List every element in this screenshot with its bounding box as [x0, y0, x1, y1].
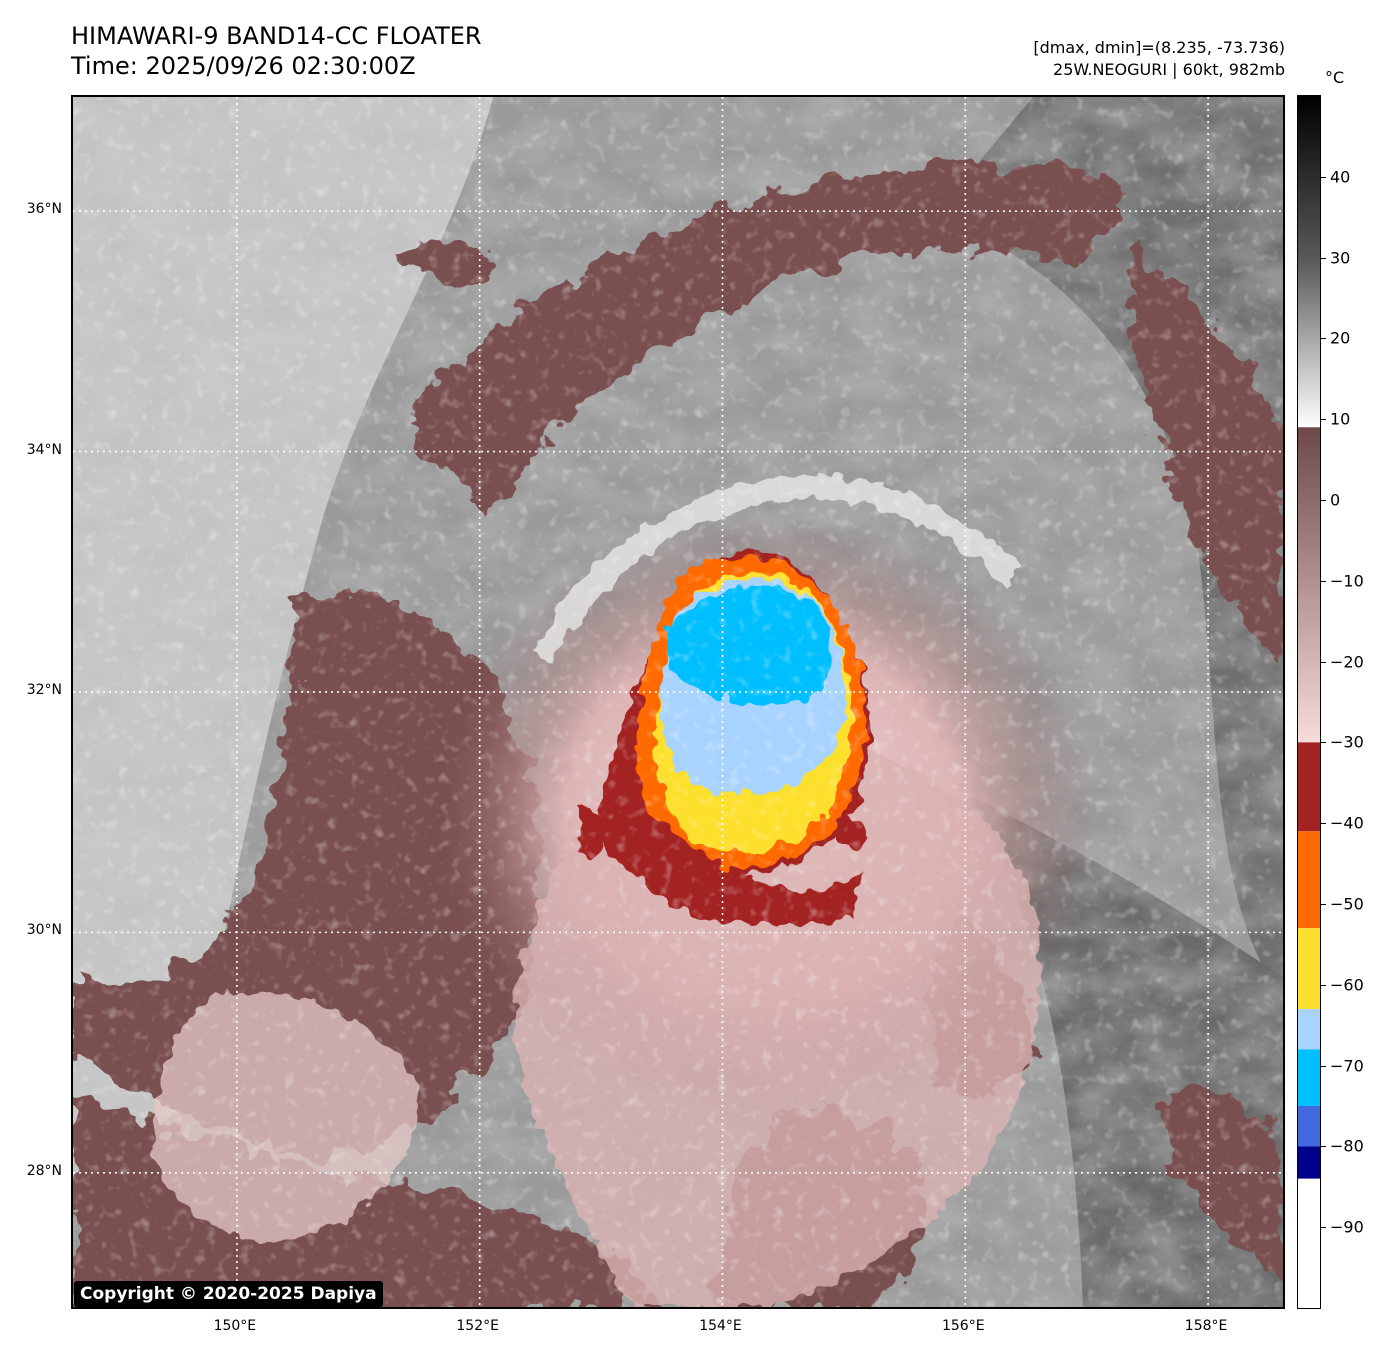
- colorbar-tickmark: [1321, 823, 1326, 825]
- colorbar-tick-minus60: −60: [1330, 975, 1364, 995]
- colorbar-royal-blue-band: [1298, 1106, 1320, 1147]
- colorbar-tickmark: [1321, 1146, 1326, 1148]
- colorbar-tick-minus50: −50: [1330, 894, 1364, 914]
- colorbar-tickmark: [1321, 500, 1326, 501]
- colorbar-gray-ramp: [1298, 96, 1320, 428]
- copyright-badge: Copyright © 2020-2025 Dapiya: [74, 1281, 383, 1307]
- colorbar-tickmark: [1321, 1227, 1326, 1229]
- noise-overlay: [73, 97, 1283, 1307]
- satellite-map: Copyright © 2020-2025 Dapiya: [71, 95, 1285, 1309]
- colorbar-unit: °C: [1325, 68, 1345, 87]
- colorbar-tickmark: [1321, 419, 1326, 421]
- satellite-imagery: [73, 97, 1283, 1307]
- lat-label-28: 28°N: [26, 1162, 62, 1179]
- colorbar-tickmark: [1321, 580, 1326, 582]
- data-range-text: [dmax, dmin]=(8.235, -73.736): [1033, 38, 1285, 57]
- colorbar-tickmark: [1321, 904, 1326, 905]
- colorbar-tickmark: [1321, 338, 1326, 340]
- colorbar-tick-10: 10: [1330, 409, 1351, 429]
- colorbar-tickmark: [1321, 984, 1326, 986]
- lon-label-152: 152°E: [456, 1318, 499, 1334]
- colorbar-tickmark: [1321, 742, 1326, 744]
- lon-label-158: 158°E: [1184, 1318, 1228, 1334]
- lon-label-156: 156°E: [941, 1318, 985, 1334]
- colorbar-brown-pink-ramp: [1298, 427, 1320, 743]
- colorbar-tickmark: [1321, 661, 1326, 663]
- colorbar-dark-red-band: [1298, 742, 1320, 832]
- colorbar-tickmark: [1321, 257, 1326, 259]
- storm-info-text: 25W.NEOGURI | 60kt, 982mb: [1053, 60, 1285, 79]
- colorbar-tick-minus20: −20: [1330, 652, 1364, 672]
- colorbar-tick-0: 0: [1330, 490, 1341, 510]
- colorbar-cold-white-band: [1298, 1178, 1320, 1308]
- colorbar-tick-minus40: −40: [1330, 813, 1364, 833]
- colorbar-yellow-band: [1298, 928, 1320, 1010]
- colorbar-tick-minus30: −30: [1330, 732, 1364, 752]
- colorbar-tick-40: 40: [1330, 167, 1351, 187]
- lat-label-32: 32°N: [26, 681, 62, 698]
- colorbar-orange-band: [1298, 831, 1320, 929]
- colorbar-light-blue-band: [1298, 1009, 1320, 1050]
- colorbar-gradient: [1298, 96, 1320, 1308]
- colorbar-tickmark: [1321, 1065, 1326, 1067]
- colorbar: [1297, 95, 1321, 1309]
- colorbar-tick-minus90: −90: [1330, 1217, 1364, 1237]
- lat-label-30: 30°N: [26, 922, 62, 939]
- colorbar-tick-minus80: −80: [1330, 1136, 1364, 1156]
- colorbar-tick-minus10: −10: [1330, 571, 1364, 591]
- lat-label-36: 36°N: [26, 201, 62, 218]
- colorbar-tickmark: [1321, 176, 1326, 178]
- colorbar-tick-30: 30: [1330, 248, 1351, 268]
- colorbar-cyan-band: [1298, 1049, 1320, 1106]
- title-time: Time: 2025/09/26 02:30:00Z: [71, 52, 416, 80]
- lon-label-154: 154°E: [699, 1318, 742, 1334]
- colorbar-tick-minus70: −70: [1330, 1056, 1364, 1076]
- colorbar-navy-band: [1298, 1146, 1320, 1179]
- lat-label-34: 34°N: [26, 441, 62, 458]
- lon-label-150: 150°E: [213, 1318, 257, 1334]
- graticule: [73, 97, 1283, 1307]
- colorbar-tick-20: 20: [1330, 328, 1351, 348]
- title-line-1: HIMAWARI-9 BAND14-CC FLOATER: [71, 22, 482, 50]
